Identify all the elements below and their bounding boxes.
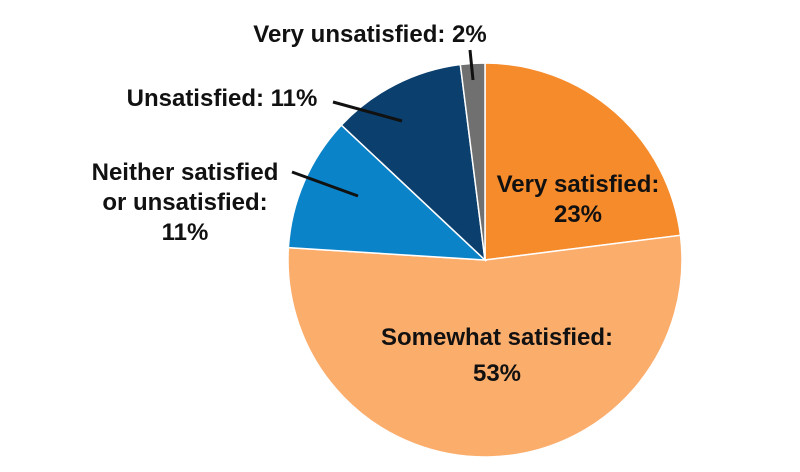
pie-slice-neither [287, 124, 488, 261]
leader-line-unsatisfied [332, 100, 403, 123]
leader-line-very-unsatisfied [468, 49, 475, 81]
data-label-line: 11% [162, 219, 209, 246]
data-label-very-unsatisfied: Very unsatisfied: 2% [253, 21, 486, 48]
leader-lines [291, 49, 475, 198]
data-label-unsatisfied: Unsatisfied: 11% [127, 85, 318, 112]
data-label-line: 53% [473, 360, 521, 387]
data-label-line: 23% [554, 201, 602, 228]
data-label-line: Very satisfied: [497, 171, 660, 198]
data-label-neither: Neither satisfied or unsatisfied: 11% [92, 159, 279, 246]
data-label-line: or unsatisfied: [102, 189, 267, 216]
slice-labels: Very satisfied: 23% Somewhat satisfied: 53%… [92, 21, 660, 387]
data-label-line: Neither satisfied [92, 159, 279, 186]
data-label-somewhat-satisfied: Somewhat satisfied: 53% [381, 324, 613, 387]
data-label-line: Very unsatisfied: 2% [253, 21, 486, 48]
pie-slice-very-satisfied [484, 62, 682, 261]
data-label-line: Unsatisfied: 11% [127, 85, 318, 112]
leader-line-neither [291, 170, 359, 198]
data-label-very-satisfied: Very satisfied: 23% [497, 171, 660, 228]
data-label-line: Somewhat satisfied: [381, 324, 613, 351]
pie-slice-somewhat-satisfied [287, 234, 683, 458]
pie-slices [287, 62, 683, 458]
